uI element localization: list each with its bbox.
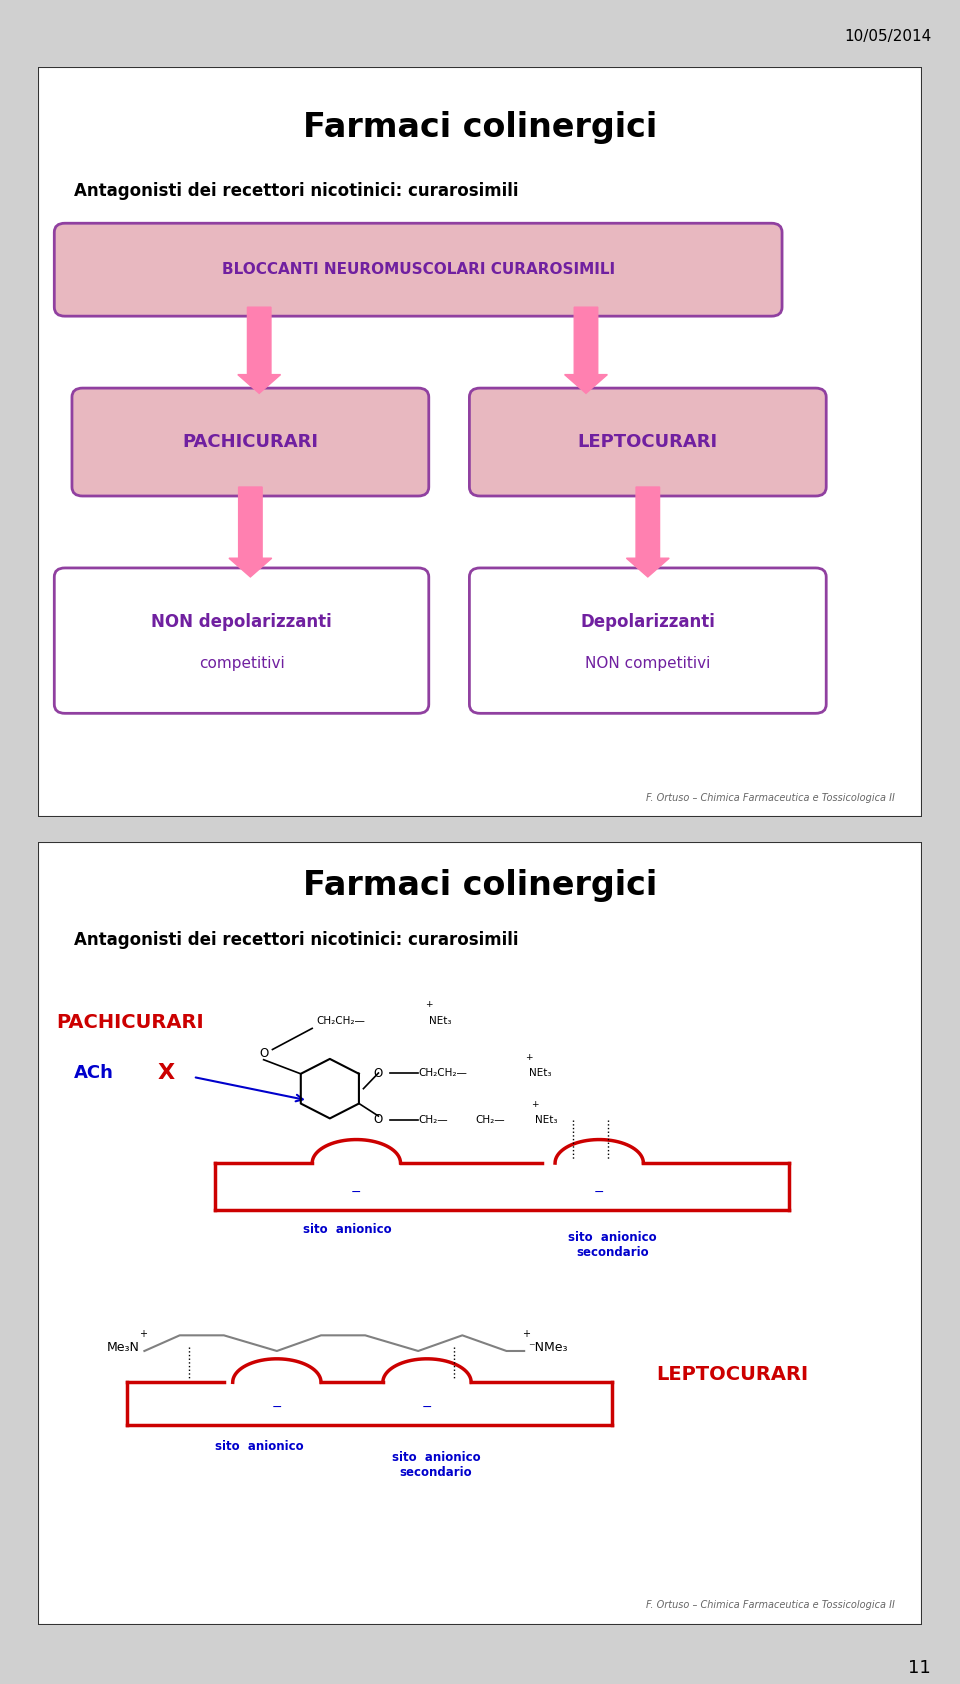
FancyBboxPatch shape (72, 387, 429, 497)
FancyBboxPatch shape (38, 67, 922, 817)
Text: Antagonisti dei recettori nicotinici: curarosimili: Antagonisti dei recettori nicotinici: cu… (74, 182, 518, 200)
Text: BLOCCANTI NEUROMUSCOLARI CURAROSIMILI: BLOCCANTI NEUROMUSCOLARI CURAROSIMILI (222, 263, 614, 278)
Text: F. Ortuso – Chimica Farmaceutica e Tossicologica II: F. Ortuso – Chimica Farmaceutica e Tossi… (646, 1600, 895, 1610)
Text: −: − (421, 1401, 432, 1415)
FancyArrow shape (229, 487, 272, 578)
Text: 11: 11 (908, 1659, 931, 1677)
Text: −: − (351, 1186, 362, 1199)
Text: Antagonisti dei recettori nicotinici: curarosimili: Antagonisti dei recettori nicotinici: cu… (74, 931, 518, 948)
Text: ⁻NMe₃: ⁻NMe₃ (529, 1340, 568, 1354)
FancyArrow shape (564, 306, 608, 394)
Text: NEt₃: NEt₃ (429, 1015, 451, 1026)
Text: sito  anionico: sito anionico (215, 1440, 303, 1453)
Text: −: − (272, 1401, 282, 1415)
Text: CH₂—: CH₂— (419, 1115, 447, 1125)
Text: ACh: ACh (74, 1064, 113, 1083)
Text: O: O (373, 1066, 383, 1079)
Text: NON competitivi: NON competitivi (586, 655, 710, 670)
Text: PACHICURARI: PACHICURARI (56, 1012, 204, 1032)
Text: Me₃N: Me₃N (108, 1340, 140, 1354)
Text: sito  anionico: sito anionico (303, 1223, 392, 1236)
Text: NEt₃: NEt₃ (535, 1115, 557, 1125)
Text: CH₂—: CH₂— (475, 1115, 505, 1125)
FancyArrow shape (238, 306, 280, 394)
Text: sito  anionico
secondario: sito anionico secondario (568, 1231, 657, 1260)
Text: CH₂CH₂—: CH₂CH₂— (317, 1015, 366, 1026)
Text: Depolarizzanti: Depolarizzanti (581, 613, 715, 632)
Text: F. Ortuso – Chimica Farmaceutica e Tossicologica II: F. Ortuso – Chimica Farmaceutica e Tossi… (646, 793, 895, 803)
FancyArrow shape (627, 487, 669, 578)
FancyBboxPatch shape (469, 568, 827, 714)
Text: X: X (157, 1063, 175, 1083)
FancyBboxPatch shape (55, 224, 782, 317)
Text: 10/05/2014: 10/05/2014 (844, 29, 931, 44)
Text: Farmaci colinergici: Farmaci colinergici (302, 111, 658, 143)
Text: NEt₃: NEt₃ (529, 1068, 551, 1078)
Text: CH₂CH₂—: CH₂CH₂— (419, 1068, 468, 1078)
Text: sito  anionico
secondario: sito anionico secondario (392, 1450, 480, 1479)
Text: O: O (373, 1113, 383, 1127)
Text: O: O (259, 1047, 268, 1059)
Text: Farmaci colinergici: Farmaci colinergici (302, 869, 658, 901)
FancyBboxPatch shape (469, 387, 827, 497)
Text: LEPTOCURARI: LEPTOCURARI (657, 1366, 808, 1384)
Text: competitivi: competitivi (199, 655, 284, 670)
Text: NON depolarizzanti: NON depolarizzanti (151, 613, 332, 632)
FancyBboxPatch shape (55, 568, 429, 714)
Text: +: + (525, 1052, 533, 1063)
Text: +: + (425, 1000, 433, 1009)
Text: PACHICURARI: PACHICURARI (182, 433, 319, 451)
Text: LEPTOCURARI: LEPTOCURARI (578, 433, 718, 451)
FancyBboxPatch shape (38, 842, 922, 1625)
Text: +: + (531, 1100, 539, 1108)
Text: −: − (594, 1186, 605, 1199)
Text: +: + (138, 1329, 147, 1339)
Text: +: + (522, 1329, 530, 1339)
